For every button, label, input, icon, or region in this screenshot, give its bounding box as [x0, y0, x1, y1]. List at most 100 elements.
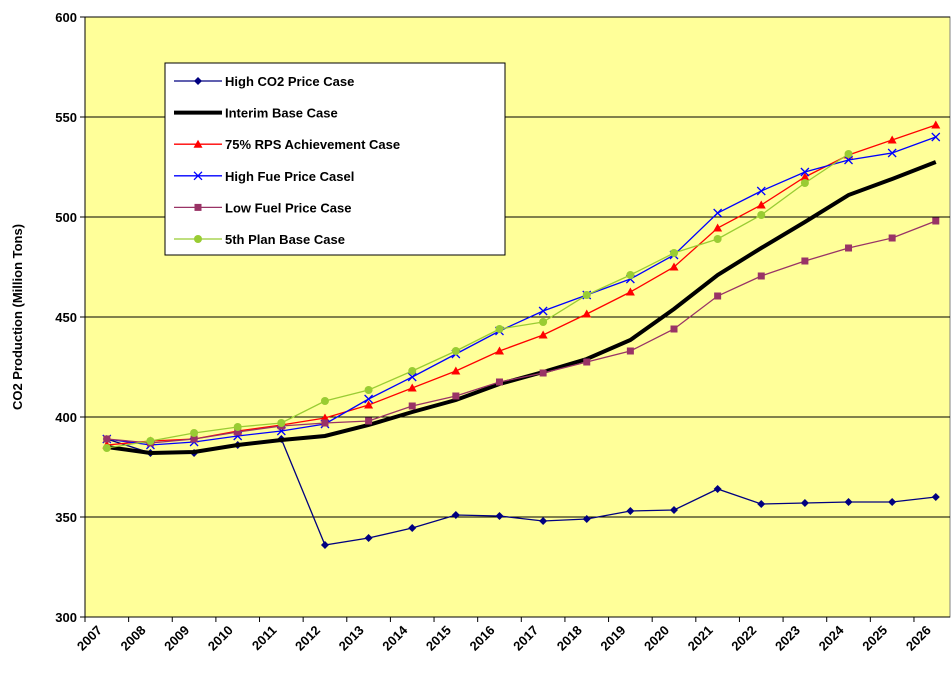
- marker: [452, 392, 460, 400]
- marker: [538, 306, 548, 316]
- series-line: [106, 153, 849, 449]
- marker: [757, 272, 765, 280]
- marker: [495, 378, 503, 386]
- marker: [932, 217, 940, 225]
- legend: High CO2 Price Case Interim Base Case 75% …: [164, 62, 506, 256]
- marker: [320, 541, 329, 549]
- marker: [408, 367, 417, 375]
- marker: [714, 292, 722, 300]
- marker: [670, 249, 679, 257]
- legend-marker: [193, 139, 203, 148]
- marker: [713, 223, 723, 232]
- legend-marker: [193, 171, 203, 181]
- marker: [801, 257, 809, 265]
- marker: [625, 287, 635, 296]
- marker: [800, 172, 810, 181]
- marker: [451, 511, 460, 519]
- x-tick-label: 2026: [903, 623, 934, 654]
- series-line: [106, 136, 937, 446]
- marker: [888, 498, 897, 506]
- marker: [931, 493, 940, 501]
- legend-label: High CO2 Price Case: [225, 74, 354, 89]
- marker: [670, 506, 679, 514]
- marker: [626, 271, 635, 279]
- legend-label: 75% RPS Achievement Case: [225, 137, 400, 152]
- marker: [583, 358, 591, 366]
- marker: [800, 167, 810, 177]
- marker: [844, 498, 853, 506]
- marker: [320, 397, 329, 405]
- marker: [102, 444, 111, 452]
- y-tick-label: 300: [55, 610, 77, 625]
- marker: [234, 428, 242, 436]
- marker: [321, 419, 329, 427]
- y-tick-label: 450: [55, 310, 77, 325]
- legend-label: High Fue Price Casel: [225, 169, 354, 184]
- legend-label: Low Fuel Price Case: [225, 200, 351, 215]
- marker: [756, 186, 766, 196]
- marker: [407, 383, 417, 392]
- x-tick-label: 2009: [161, 623, 192, 654]
- marker: [233, 423, 242, 431]
- marker: [364, 400, 374, 409]
- marker: [365, 417, 373, 425]
- legend-label: Interim Base Case: [225, 106, 338, 121]
- series-line: [106, 124, 936, 446]
- marker: [582, 291, 591, 299]
- marker: [669, 262, 679, 271]
- legend-marker: [194, 235, 202, 243]
- legend-label: 5th Plan Base Case: [225, 232, 345, 247]
- y-axis-label: CO2 Production (Million Tons): [10, 224, 25, 410]
- marker: [146, 437, 155, 445]
- x-tick-label: 2012: [292, 623, 323, 654]
- marker: [713, 235, 722, 243]
- marker: [582, 515, 591, 523]
- marker: [407, 372, 417, 382]
- marker: [277, 419, 286, 427]
- y-tick-label: 500: [55, 210, 77, 225]
- x-tick-label: 2007: [74, 623, 105, 654]
- x-tick-label: 2022: [728, 623, 759, 654]
- legend-box: [164, 62, 506, 256]
- marker: [757, 500, 766, 508]
- marker: [844, 155, 853, 165]
- marker: [190, 429, 199, 437]
- marker: [713, 485, 722, 493]
- x-tick-label: 2016: [467, 623, 498, 654]
- marker: [582, 309, 592, 318]
- series-line: [106, 220, 937, 444]
- marker: [539, 318, 548, 326]
- legend-marker: [194, 203, 202, 211]
- marker: [539, 369, 547, 377]
- marker: [451, 347, 460, 355]
- marker: [756, 200, 766, 209]
- marker: [670, 325, 678, 333]
- x-tick-label: 2018: [554, 623, 585, 654]
- marker: [757, 211, 766, 219]
- y-tick-label: 550: [55, 110, 77, 125]
- marker: [931, 120, 941, 129]
- marker: [887, 148, 897, 158]
- marker: [494, 346, 504, 355]
- marker: [451, 366, 461, 375]
- marker: [364, 394, 374, 404]
- marker: [539, 517, 548, 525]
- marker: [408, 402, 416, 410]
- x-tick-label: 2020: [641, 623, 672, 654]
- y-tick-label: 350: [55, 510, 77, 525]
- marker: [844, 150, 853, 158]
- x-tick-label: 2008: [118, 623, 149, 654]
- marker: [845, 244, 853, 252]
- x-tick-label: 2024: [816, 622, 848, 654]
- marker: [495, 325, 504, 333]
- x-tick-label: 2019: [597, 623, 628, 654]
- x-tick-label: 2017: [510, 623, 541, 654]
- legend-marker: [194, 77, 202, 85]
- marker: [800, 499, 809, 507]
- marker: [713, 208, 723, 218]
- marker: [103, 435, 111, 443]
- y-tick-label: 600: [55, 10, 77, 25]
- y-tick-label: 400: [55, 410, 77, 425]
- x-tick-label: 2014: [379, 622, 411, 654]
